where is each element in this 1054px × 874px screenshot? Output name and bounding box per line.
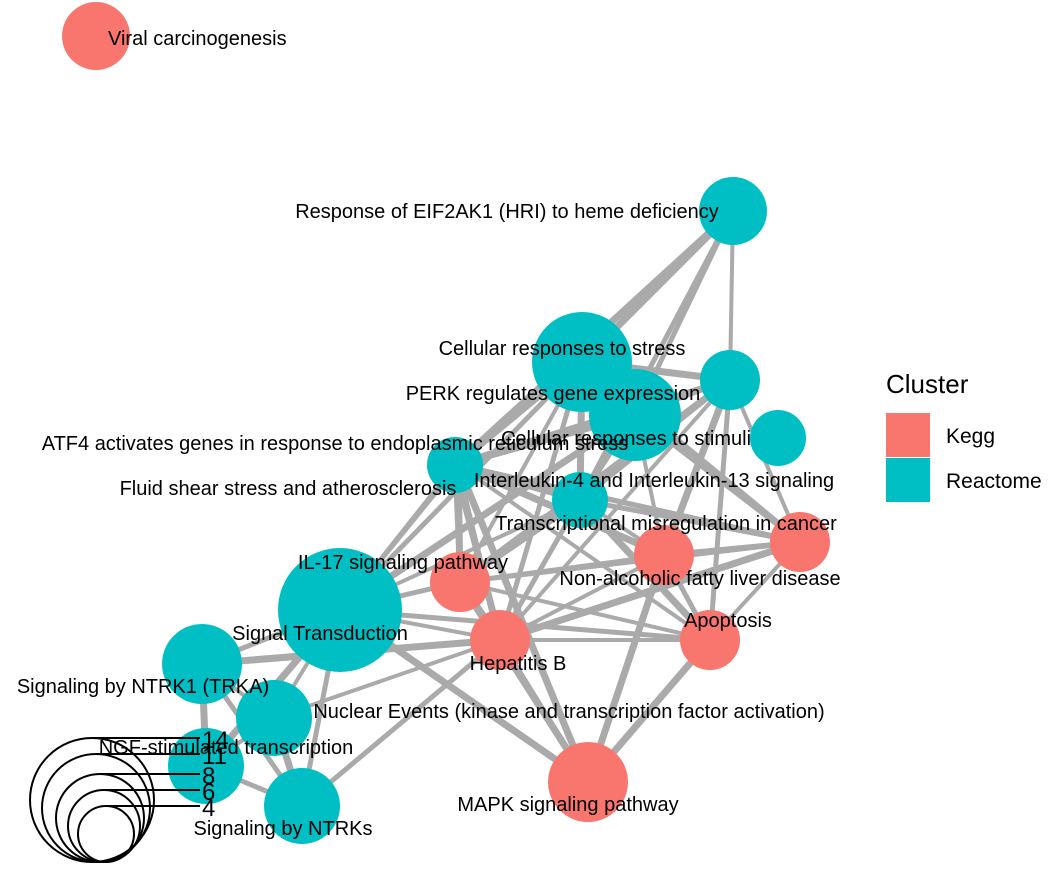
edge-eif2ak1-il4 <box>577 208 736 503</box>
edge-hepb-nuclear <box>272 638 502 720</box>
node-label-signal: Signal Transduction <box>232 623 408 645</box>
node-label-perk: PERK regulates gene expression <box>406 383 701 405</box>
size-legend-label-6: 6 <box>202 779 215 806</box>
node-transcr <box>770 512 830 572</box>
edge-cell_stimuli-apoptosis <box>707 377 733 643</box>
node-mapk <box>548 742 628 822</box>
size-legend-circle-4 <box>77 805 135 863</box>
edge-il17-nafld <box>458 553 666 584</box>
edge-il4-transcr <box>577 497 803 545</box>
size-legend-label-4: 4 <box>202 795 215 822</box>
legend-title: Cluster <box>886 369 969 399</box>
node-label-nuclear: Nuclear Events (kinase and transcription… <box>313 701 824 723</box>
edge-cell_stimuli-nafld <box>660 376 734 559</box>
node-label-nafld: Non-alcoholic fatty liver disease <box>559 568 840 590</box>
node-stimuli_small <box>750 410 806 466</box>
node-label-apoptosis: Apoptosis <box>684 610 772 632</box>
legend-swatch-kegg <box>886 413 930 457</box>
edge-fluid-apoptosis <box>456 463 712 642</box>
size-legend-label-8: 8 <box>202 763 215 790</box>
node-il4 <box>552 472 608 528</box>
node-eif2ak1 <box>699 177 767 245</box>
node-nuclear <box>236 680 312 756</box>
node-apoptosis <box>680 610 740 670</box>
legend-swatch-reactome <box>886 458 930 502</box>
node-signal <box>278 548 402 672</box>
cluster-legend: Cluster Kegg Reactome <box>886 369 1042 502</box>
node-label-cell_stimuli: Cellular responses to stimuli <box>501 428 751 450</box>
node-ntrks <box>264 768 340 844</box>
node-label-viral: Viral carcinogenesis <box>108 28 287 50</box>
node-label-transcr: Transcriptional misregulation in cancer <box>495 513 837 535</box>
size-legend: 14 11 8 6 4 <box>29 727 229 863</box>
labels-layer: Viral carcinogenesis Response of EIF2AK1 … <box>17 28 841 840</box>
size-legend-label-14: 14 <box>202 727 229 754</box>
edge-il17-apoptosis <box>458 580 712 642</box>
size-legend-label-11: 11 <box>202 743 227 770</box>
edge-hepb-ntrks <box>299 637 503 809</box>
nodes-layer <box>62 2 830 844</box>
node-label-ntrks: Signaling by NTRKs <box>194 818 373 840</box>
legend-label-reactome: Reactome <box>946 470 1042 493</box>
node-ngf <box>168 728 244 804</box>
legend-label-kegg: Kegg <box>946 425 995 448</box>
edge-cell_stimuli-hepb <box>498 378 732 642</box>
node-label-cell_stress: Cellular responses to stress <box>439 338 686 360</box>
node-transcr2 <box>634 525 694 585</box>
node-label-eif2ak1: Response of EIF2AK1 (HRI) to heme defici… <box>295 201 719 223</box>
node-hepb <box>470 610 530 670</box>
node-label-mapk: MAPK signaling pathway <box>457 794 678 816</box>
node-label-fluid: Fluid shear stress and atherosclerosis <box>120 478 457 500</box>
node-il17 <box>430 552 490 612</box>
node-label-il17: IL-17 signaling pathway <box>298 552 508 574</box>
node-label-atf4: ATF4 activates genes in response to endo… <box>42 433 629 455</box>
node-label-ntrk1: Signaling by NTRK1 (TRKA) <box>17 676 269 698</box>
node-viral <box>62 2 130 70</box>
node-label-il4: Interleukin-4 and Interleukin-13 signali… <box>474 470 834 492</box>
node-perk <box>589 369 681 461</box>
node-atf4 <box>427 437 483 493</box>
node-cell_stimuli <box>700 350 760 410</box>
node-label-hepb: Hepatitis B <box>470 653 567 675</box>
node-ntrk1 <box>162 624 242 704</box>
